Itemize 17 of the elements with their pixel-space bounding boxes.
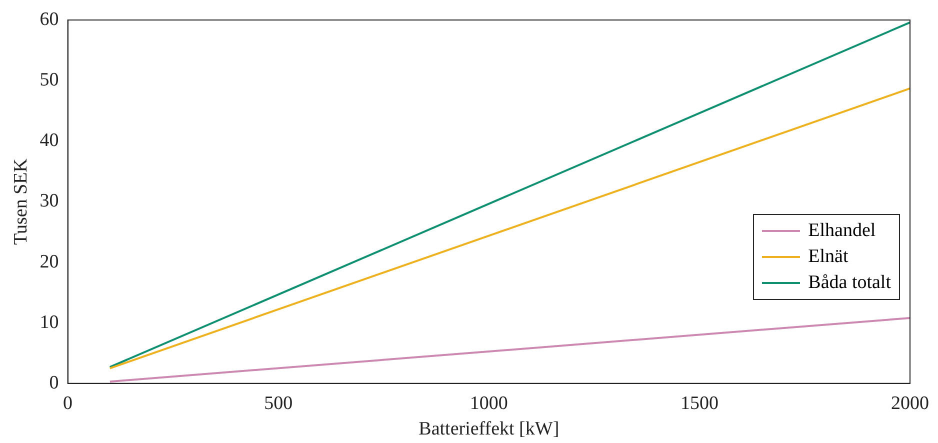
x-tick-label: 1500 — [680, 392, 718, 414]
x-axis-title: Batterieffekt [kW] — [418, 418, 560, 440]
x-tick-label: 1000 — [470, 392, 508, 414]
y-tick-label: 30 — [40, 190, 59, 212]
y-tick-label: 50 — [40, 70, 59, 91]
y-tick-label: 0 — [49, 372, 59, 394]
y-tick-label: 60 — [40, 8, 59, 30]
x-tick-label: 500 — [264, 392, 293, 414]
legend-label: Båda totalt — [808, 272, 891, 294]
y-tick-label: 40 — [40, 130, 59, 152]
y-tick-label: 10 — [40, 312, 59, 333]
y-axis-title: Tusen SEK — [10, 158, 32, 245]
legend-label: Elnät — [808, 246, 848, 268]
y-tick-label: 20 — [40, 251, 59, 272]
x-tick-label: 0 — [63, 392, 73, 414]
x-tick-label: 2000 — [891, 392, 929, 414]
legend-label: Elhandel — [808, 220, 876, 242]
